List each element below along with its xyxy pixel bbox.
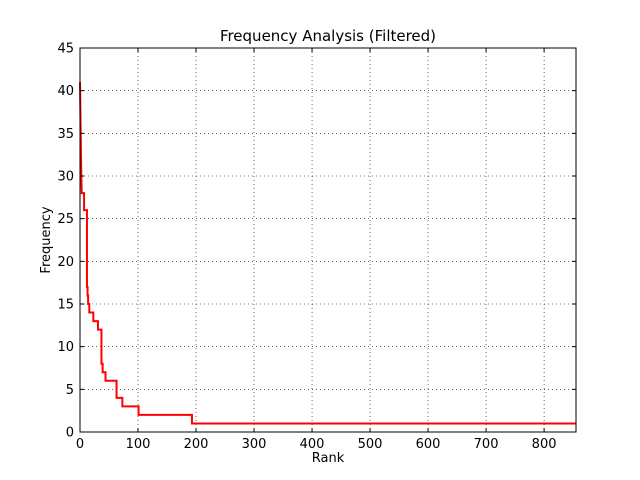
y-tick-label: 15 [57,298,74,313]
series-layer [79,82,576,425]
x-tick-label: 700 [474,437,499,452]
x-tick-label: 800 [532,437,557,452]
x-axis-label: Rank [312,451,345,466]
y-tick-label: 5 [66,383,74,398]
x-tick-label: 200 [184,437,209,452]
y-tick-label: 10 [57,340,74,355]
plot-frame [79,47,577,433]
x-tick-label: 400 [300,437,325,452]
x-tick-label: 0 [76,437,84,452]
y-tick-label: 30 [57,170,74,185]
y-axis-label: Frequency [39,206,54,273]
y-tick-label: 25 [57,212,74,227]
y-tick-label: 35 [57,127,74,142]
y-tick-label: 40 [57,84,74,99]
chart-title: Frequency Analysis (Filtered) [220,27,436,45]
y-tick-label: 20 [57,255,74,270]
series-line [79,82,576,425]
grid [80,48,576,432]
x-tick-label: 600 [416,437,441,452]
x-tick-label: 500 [358,437,383,452]
x-tick-label: 300 [242,437,267,452]
y-tick-label: 45 [57,42,74,57]
x-tick-label: 100 [126,437,151,452]
y-tick-label: 0 [66,426,74,441]
ticks: 0 100 200 300 400 500 600 700 800 0 5 10 15 20 25 30 35 4… [57,42,576,452]
